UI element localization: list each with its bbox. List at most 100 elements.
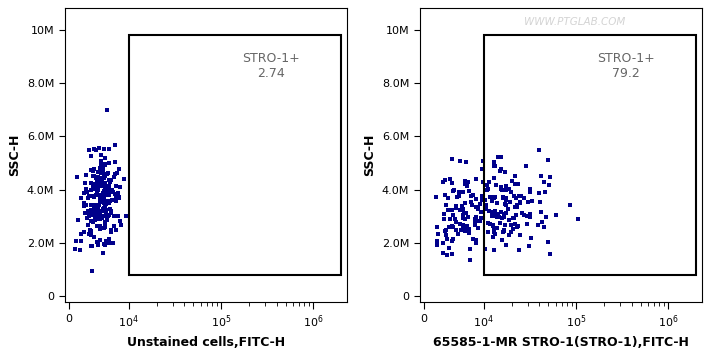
- Point: [92, 239, 103, 245]
- Point: [97, 193, 108, 199]
- Point: [97, 190, 108, 196]
- Point: [476, 197, 488, 202]
- Point: [482, 186, 493, 192]
- Point: [484, 221, 496, 227]
- Point: [103, 183, 114, 189]
- Point: [506, 230, 517, 235]
- Point: [106, 210, 117, 215]
- Point: [99, 188, 110, 193]
- Text: WWW.PTGLAB.COM: WWW.PTGLAB.COM: [524, 17, 626, 27]
- Point: [113, 190, 124, 196]
- Point: [95, 183, 106, 189]
- Point: [439, 212, 450, 217]
- Point: [99, 242, 111, 248]
- Point: [437, 250, 449, 256]
- Point: [444, 216, 456, 222]
- Point: [453, 189, 464, 195]
- Point: [459, 216, 471, 222]
- Point: [476, 209, 487, 215]
- Point: [491, 201, 503, 206]
- X-axis label: Unstained cells,FITC-H: Unstained cells,FITC-H: [126, 336, 285, 349]
- Point: [510, 202, 522, 207]
- Point: [114, 218, 125, 224]
- Point: [101, 211, 112, 217]
- Point: [505, 189, 516, 195]
- Point: [109, 175, 120, 180]
- Point: [449, 216, 461, 222]
- Point: [104, 146, 115, 152]
- Point: [108, 223, 119, 229]
- Point: [511, 224, 523, 230]
- Point: [105, 206, 116, 212]
- Point: [525, 189, 536, 195]
- Point: [447, 188, 459, 194]
- Point: [535, 173, 547, 179]
- Point: [105, 177, 116, 183]
- Point: [481, 187, 492, 192]
- Point: [91, 177, 102, 182]
- Point: [111, 170, 123, 176]
- Point: [545, 251, 556, 257]
- Point: [524, 215, 535, 220]
- Point: [456, 227, 467, 232]
- Point: [91, 178, 102, 183]
- Point: [89, 210, 101, 216]
- Point: [444, 225, 455, 230]
- Point: [99, 206, 110, 211]
- Point: [78, 191, 89, 196]
- Point: [474, 218, 486, 223]
- Point: [97, 164, 109, 170]
- Point: [75, 238, 87, 243]
- Point: [464, 257, 476, 263]
- Point: [118, 176, 129, 182]
- Point: [99, 182, 110, 188]
- Point: [446, 180, 457, 186]
- Text: STRO-1+
2.74: STRO-1+ 2.74: [241, 52, 300, 80]
- Point: [84, 147, 95, 153]
- Point: [497, 229, 508, 235]
- Point: [432, 224, 443, 230]
- Point: [89, 146, 100, 152]
- Point: [104, 186, 115, 191]
- Point: [509, 173, 520, 179]
- Point: [432, 238, 443, 244]
- Point: [524, 186, 535, 192]
- Point: [522, 200, 533, 205]
- Point: [98, 188, 109, 193]
- Point: [98, 206, 109, 212]
- Point: [457, 227, 469, 232]
- Point: [500, 222, 511, 228]
- Point: [82, 189, 93, 195]
- X-axis label: 65585-1-MR STRO-1(STRO-1),FITC-H: 65585-1-MR STRO-1(STRO-1),FITC-H: [432, 336, 689, 349]
- Point: [88, 194, 99, 200]
- Point: [106, 208, 117, 214]
- Point: [508, 193, 520, 198]
- Point: [527, 198, 538, 203]
- Point: [106, 187, 118, 193]
- Point: [98, 173, 109, 179]
- Point: [79, 180, 90, 186]
- Point: [496, 215, 508, 220]
- Point: [440, 228, 452, 233]
- Point: [450, 227, 462, 233]
- Point: [99, 173, 111, 179]
- Point: [459, 228, 471, 234]
- Point: [113, 195, 124, 200]
- Point: [92, 188, 103, 194]
- Point: [450, 220, 462, 225]
- Point: [490, 212, 501, 218]
- Point: [93, 211, 104, 217]
- Point: [486, 198, 498, 203]
- Point: [83, 222, 94, 228]
- Point: [93, 178, 104, 183]
- Point: [494, 221, 506, 226]
- Point: [83, 213, 94, 219]
- Point: [104, 198, 116, 204]
- Point: [510, 195, 522, 201]
- Point: [505, 199, 516, 205]
- Point: [97, 208, 109, 214]
- Point: [503, 217, 515, 222]
- Point: [102, 218, 113, 223]
- Point: [464, 230, 475, 235]
- Point: [109, 213, 120, 219]
